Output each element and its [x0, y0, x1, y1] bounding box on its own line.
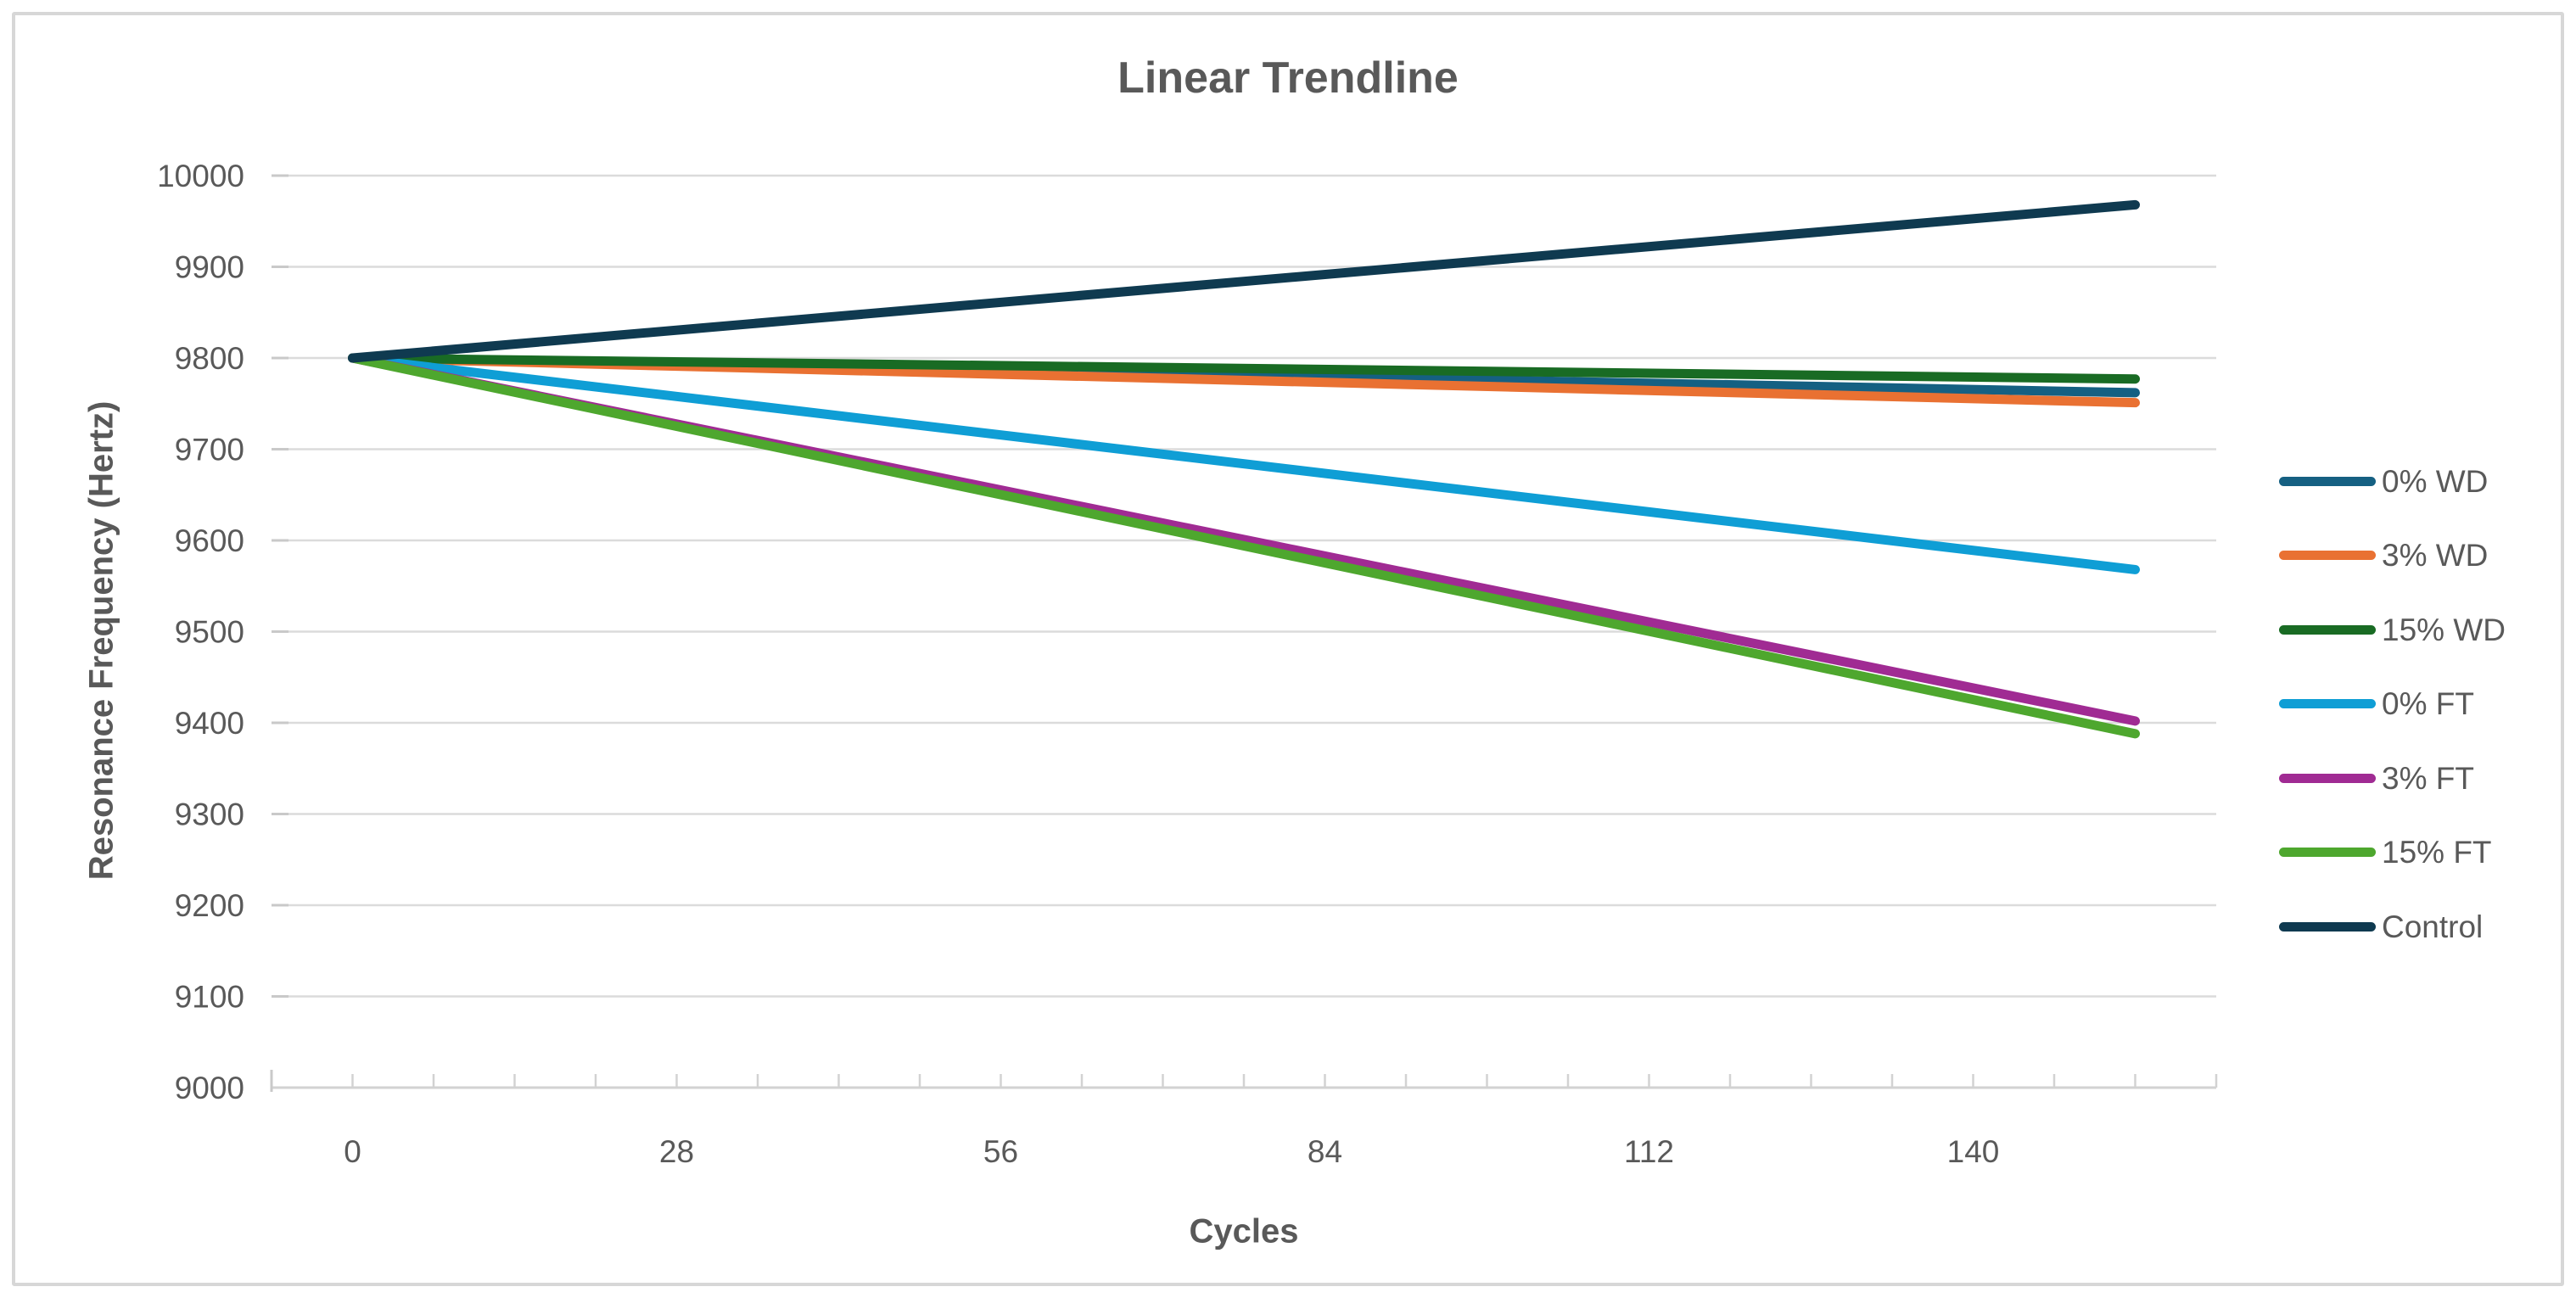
y-tick-label-9100: 9100 [175, 980, 244, 1015]
y-tick-label-9200: 9200 [175, 888, 244, 923]
series-line-15-wd [348, 353, 2140, 384]
x-tick-label-56: 56 [983, 1134, 1018, 1169]
y-tick-label-10000: 10000 [157, 159, 244, 193]
series-line-15-ft [348, 353, 2140, 739]
x-axis-title: Cycles [1189, 1212, 1299, 1250]
chart-title: Linear Trendline [1117, 53, 1459, 103]
y-tick-label-9800: 9800 [175, 341, 244, 376]
y-tick-label-9400: 9400 [175, 706, 244, 741]
series-line-0-ft [348, 353, 2140, 574]
chart-border [12, 12, 2564, 1286]
y-tick-label-9700: 9700 [175, 433, 244, 467]
y-tick-label-9600: 9600 [175, 523, 244, 558]
y-tick-label-9000: 9000 [175, 1071, 244, 1105]
y-tick-label-9500: 9500 [175, 615, 244, 650]
x-tick-label-112: 112 [1624, 1134, 1674, 1169]
y-tick-label-9900: 9900 [175, 250, 244, 285]
x-tick-label-140: 140 [1947, 1134, 2000, 1169]
x-tick-label-28: 28 [659, 1134, 694, 1169]
x-tick-label-0: 0 [344, 1134, 361, 1169]
y-tick-label-9300: 9300 [175, 797, 244, 832]
x-tick-label-84: 84 [1308, 1134, 1342, 1169]
series-line-control [348, 199, 2140, 363]
